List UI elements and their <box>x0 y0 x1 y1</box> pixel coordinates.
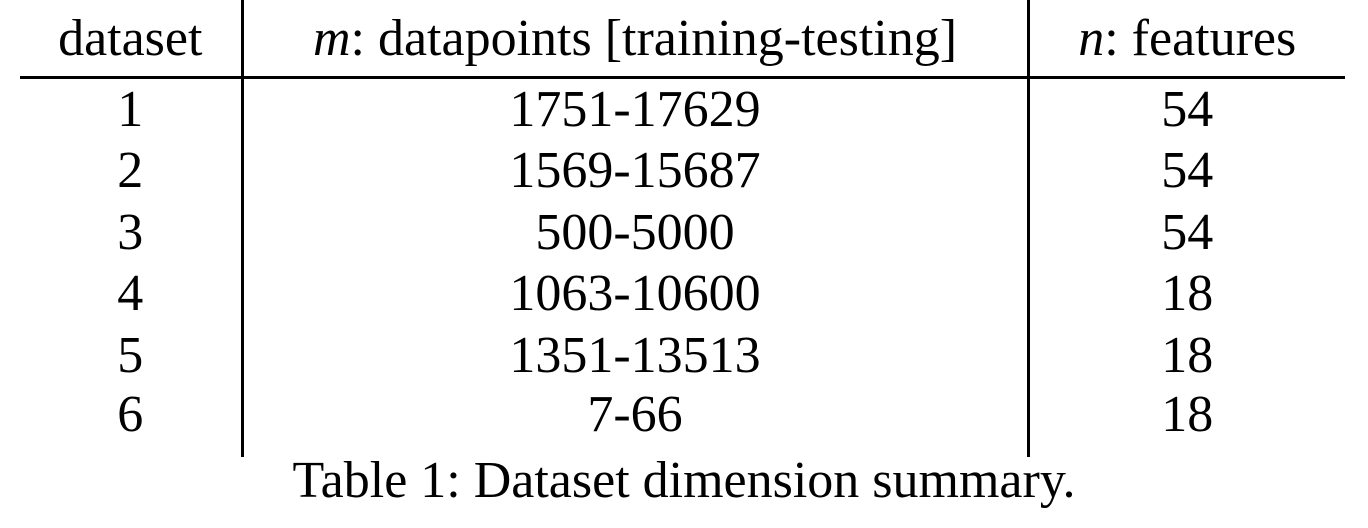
cell-features: 18 <box>1026 263 1345 325</box>
cell-dataset: 5 <box>117 326 144 384</box>
header-datapoints-label: : datapoints [training-testing] <box>350 10 958 67</box>
header-datapoints: m: datapoints [training-testing] <box>240 0 1028 79</box>
cell-datapoints: 1751-17629 <box>240 77 1028 141</box>
table-row: 4 1063-10600 18 <box>20 263 1345 325</box>
header-dataset: dataset <box>20 0 242 79</box>
cell-datapoints: 500-5000 <box>240 202 1028 264</box>
cell-dataset: 2 <box>117 142 144 200</box>
header-dataset-label: dataset <box>58 10 203 67</box>
cell-dataset: 6 <box>117 385 144 443</box>
cell-features: 18 <box>1026 325 1345 387</box>
table-row: 2 1569-15687 54 <box>20 140 1345 202</box>
table-row: 5 1351-13513 18 <box>20 325 1345 387</box>
cell-datapoints: 1569-15687 <box>240 140 1028 202</box>
table-row: 1 1751-17629 54 <box>20 77 1345 141</box>
dataset-table-container: dataset m: datapoints [training-testing]… <box>20 0 1345 457</box>
cell-features: 54 <box>1026 77 1345 141</box>
cell-datapoints: 1351-13513 <box>240 325 1028 387</box>
cell-datapoints: 1063-10600 <box>240 263 1028 325</box>
table-header-row: dataset m: datapoints [training-testing]… <box>20 0 1345 79</box>
cell-dataset: 3 <box>117 203 144 261</box>
cell-dataset: 1 <box>117 80 144 138</box>
cell-features: 18 <box>1026 386 1345 457</box>
table-row: 6 7-66 18 <box>20 385 1345 457</box>
cell-dataset: 4 <box>117 265 144 323</box>
cell-features: 54 <box>1026 140 1345 202</box>
table-row: 3 500-5000 54 <box>20 202 1345 264</box>
cell-features: 54 <box>1026 202 1345 264</box>
table-caption: Table 1: Dataset dimension summary. <box>292 452 1076 509</box>
dataset-dimension-table: dataset m: datapoints [training-testing]… <box>20 0 1345 457</box>
header-features-var: n <box>1078 10 1105 67</box>
header-features-label: : features <box>1104 10 1297 67</box>
header-features: n: features <box>1026 0 1345 79</box>
cell-datapoints: 7-66 <box>240 386 1028 457</box>
header-datapoints-var: m <box>312 10 351 67</box>
